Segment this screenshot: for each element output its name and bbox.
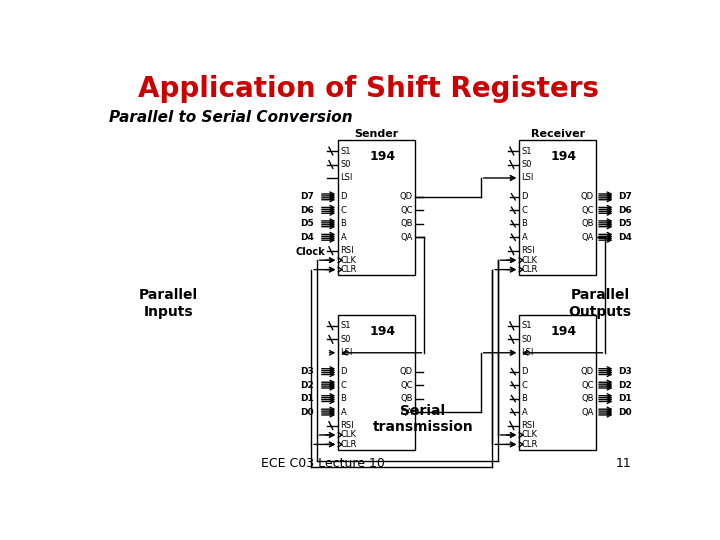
Text: C: C <box>341 381 346 390</box>
Text: S0: S0 <box>521 160 532 169</box>
Text: CLK: CLK <box>341 255 356 265</box>
Text: Parallel to Serial Conversion: Parallel to Serial Conversion <box>109 110 352 125</box>
Text: D1: D1 <box>300 394 313 403</box>
Text: B: B <box>521 394 527 403</box>
Text: QD: QD <box>400 367 413 376</box>
Text: S1: S1 <box>521 146 532 156</box>
Text: D4: D4 <box>618 233 631 242</box>
Text: D3: D3 <box>300 367 313 376</box>
Text: QD: QD <box>581 192 594 201</box>
Text: D1: D1 <box>618 394 631 403</box>
Bar <box>338 140 415 275</box>
Text: QA: QA <box>400 233 413 242</box>
Text: QB: QB <box>581 219 594 228</box>
Text: ECE C03 Lecture 10: ECE C03 Lecture 10 <box>261 457 384 470</box>
Text: 194: 194 <box>551 150 577 163</box>
Text: 11: 11 <box>615 457 631 470</box>
Text: D2: D2 <box>300 381 313 390</box>
Text: 194: 194 <box>370 150 396 163</box>
Text: Clock: Clock <box>296 247 325 258</box>
Text: RSI: RSI <box>521 246 535 255</box>
Text: C: C <box>341 206 346 215</box>
Text: Parallel
Inputs: Parallel Inputs <box>139 288 199 319</box>
Text: LSI: LSI <box>521 348 534 357</box>
Text: C: C <box>521 206 527 215</box>
Text: D7: D7 <box>300 192 314 201</box>
Text: D6: D6 <box>300 206 313 215</box>
Text: Serial
transmission: Serial transmission <box>372 404 473 434</box>
Text: D0: D0 <box>618 408 631 416</box>
Text: CLK: CLK <box>341 430 356 440</box>
Text: S0: S0 <box>341 160 351 169</box>
Text: CLK: CLK <box>521 255 537 265</box>
Text: QC: QC <box>400 206 413 215</box>
Text: Parallel
Outputs: Parallel Outputs <box>569 288 631 319</box>
Text: QA: QA <box>582 233 594 242</box>
Text: LSI: LSI <box>521 173 534 183</box>
Text: CLK: CLK <box>521 430 537 440</box>
Text: CLR: CLR <box>341 265 357 274</box>
Text: QD: QD <box>581 367 594 376</box>
Text: CLR: CLR <box>521 265 538 274</box>
Text: CLR: CLR <box>521 440 538 449</box>
Bar <box>519 140 596 275</box>
Text: QC: QC <box>581 206 594 215</box>
Text: D5: D5 <box>300 219 313 228</box>
Text: D3: D3 <box>618 367 631 376</box>
Bar <box>338 315 415 450</box>
Text: QC: QC <box>400 381 413 390</box>
Text: D6: D6 <box>618 206 631 215</box>
Text: D0: D0 <box>300 408 313 416</box>
Text: S1: S1 <box>341 146 351 156</box>
Text: A: A <box>341 233 346 242</box>
Text: S0: S0 <box>341 335 351 344</box>
Text: S1: S1 <box>341 321 351 330</box>
Text: QD: QD <box>400 192 413 201</box>
Text: Application of Shift Registers: Application of Shift Registers <box>138 76 600 104</box>
Text: RSI: RSI <box>341 246 354 255</box>
Text: D7: D7 <box>618 192 631 201</box>
Text: S0: S0 <box>521 335 532 344</box>
Text: CLR: CLR <box>341 440 357 449</box>
Text: QA: QA <box>400 408 413 416</box>
Text: Sender: Sender <box>354 129 399 139</box>
Text: QB: QB <box>581 394 594 403</box>
Text: Receiver: Receiver <box>531 129 585 139</box>
Text: A: A <box>521 233 527 242</box>
Text: A: A <box>341 408 346 416</box>
Text: B: B <box>521 219 527 228</box>
Text: LSI: LSI <box>341 348 353 357</box>
Text: C: C <box>521 381 527 390</box>
Text: RSI: RSI <box>521 421 535 430</box>
Text: QB: QB <box>400 394 413 403</box>
Text: D5: D5 <box>618 219 631 228</box>
Bar <box>519 315 596 450</box>
Text: D: D <box>521 367 528 376</box>
Text: RSI: RSI <box>341 421 354 430</box>
Text: LSI: LSI <box>341 173 353 183</box>
Text: D: D <box>341 367 347 376</box>
Text: D: D <box>521 192 528 201</box>
Text: QB: QB <box>400 219 413 228</box>
Text: 194: 194 <box>551 325 577 338</box>
Text: D4: D4 <box>300 233 314 242</box>
Text: D2: D2 <box>618 381 631 390</box>
Text: S1: S1 <box>521 321 532 330</box>
Text: D: D <box>341 192 347 201</box>
Text: QC: QC <box>581 381 594 390</box>
Text: B: B <box>341 394 346 403</box>
Text: A: A <box>521 408 527 416</box>
Text: B: B <box>341 219 346 228</box>
Text: 194: 194 <box>370 325 396 338</box>
Text: QA: QA <box>582 408 594 416</box>
